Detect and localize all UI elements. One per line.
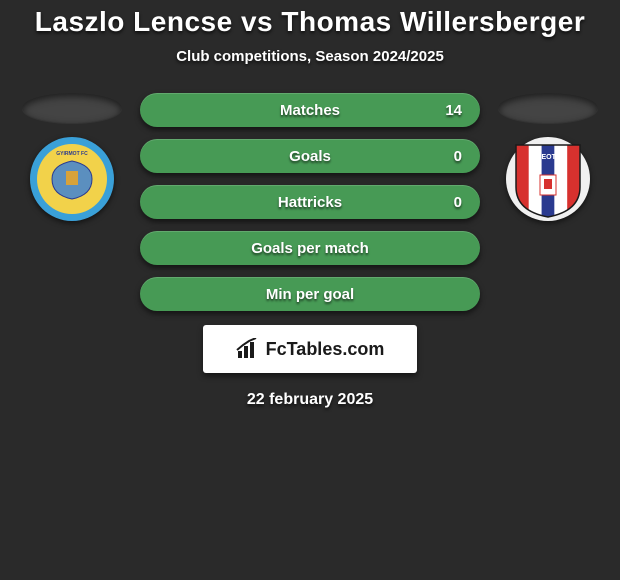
brand-text: FcTables.com [266, 339, 385, 360]
bar-chart-icon [236, 338, 260, 360]
stat-label: Min per goal [266, 286, 354, 303]
right-value-ellipse [498, 93, 598, 123]
stat-min-per-goal: Min per goal [140, 277, 480, 311]
svg-text:VIDEOTON: VIDEOTON [530, 154, 566, 161]
main-row: GYIRMOT FC Matches 14 Goals 0 Hattricks … [0, 93, 620, 311]
brand-row: FcTables.com [0, 325, 620, 373]
stat-goals-per-match: Goals per match [140, 231, 480, 265]
stat-right-value: 0 [454, 148, 462, 165]
season-subtitle: Club competitions, Season 2024/2025 [0, 48, 620, 65]
stat-label: Goals per match [251, 240, 369, 257]
stats-column: Matches 14 Goals 0 Hattricks 0 Goals per… [140, 93, 480, 311]
svg-text:GYIRMOT FC: GYIRMOT FC [56, 151, 88, 157]
stat-label: Matches [280, 102, 340, 119]
stat-hattricks: Hattricks 0 [140, 185, 480, 219]
page-title: Laszlo Lencse vs Thomas Willersberger [0, 6, 620, 38]
left-value-ellipse [22, 93, 122, 123]
left-club-logo: GYIRMOT FC [30, 137, 114, 221]
left-player-col: GYIRMOT FC [22, 93, 122, 221]
date-text: 22 february 2025 [0, 391, 620, 409]
gyirmot-fc-logo-icon: GYIRMOT FC [30, 137, 114, 221]
stat-right-value: 14 [445, 102, 462, 119]
stat-matches: Matches 14 [140, 93, 480, 127]
videoton-fc-logo-icon: VIDEOTON [506, 137, 590, 221]
stat-label: Goals [289, 148, 331, 165]
comparison-card: Laszlo Lencse vs Thomas Willersberger Cl… [0, 0, 620, 409]
stat-goals: Goals 0 [140, 139, 480, 173]
stat-label: Hattricks [278, 194, 342, 211]
stat-right-value: 0 [454, 194, 462, 211]
fctables-link[interactable]: FcTables.com [203, 325, 417, 373]
right-player-col: VIDEOTON [498, 93, 598, 221]
right-club-logo: VIDEOTON [506, 137, 590, 221]
